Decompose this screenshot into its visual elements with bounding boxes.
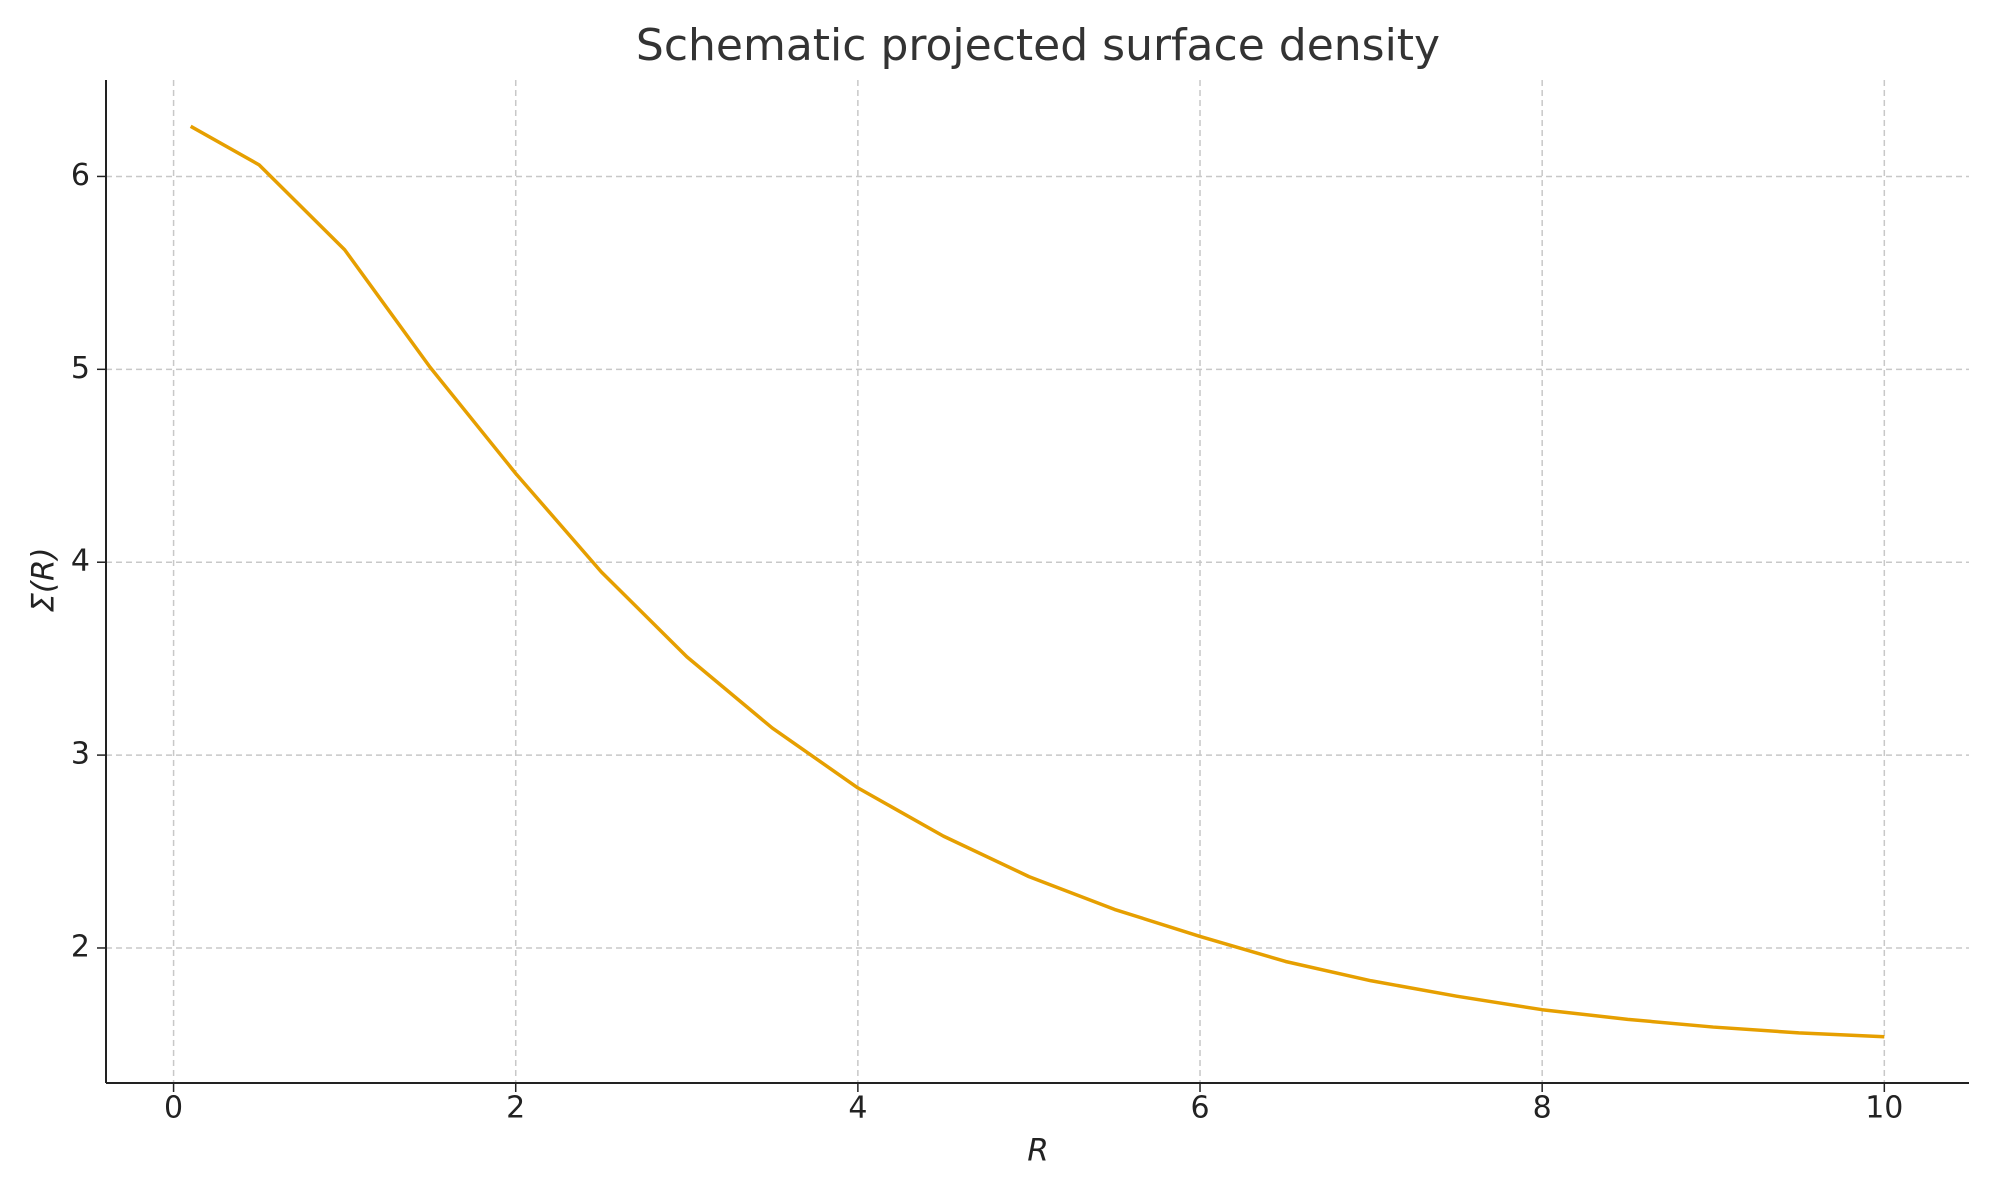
y-tick-label: 4	[71, 544, 90, 579]
x-tick-label: 6	[1190, 1091, 1209, 1126]
x-axis-label: R	[1027, 1133, 1049, 1169]
x-tick-label: 10	[1865, 1091, 1903, 1126]
y-axis-label: Σ(R)	[26, 547, 62, 612]
x-tick-label: 8	[1533, 1091, 1552, 1126]
line-series	[189, 124, 1885, 1039]
y-tick-label: 3	[71, 737, 90, 772]
y-tick-label: 6	[71, 158, 90, 193]
y-tick-label: 2	[71, 929, 90, 964]
chart-title: Schematic projected surface density	[636, 20, 1440, 71]
y-tick-label: 5	[71, 351, 90, 386]
x-tick-label: 4	[848, 1091, 867, 1126]
x-tick-label: 2	[506, 1091, 525, 1126]
x-tick-label: 0	[164, 1091, 183, 1126]
